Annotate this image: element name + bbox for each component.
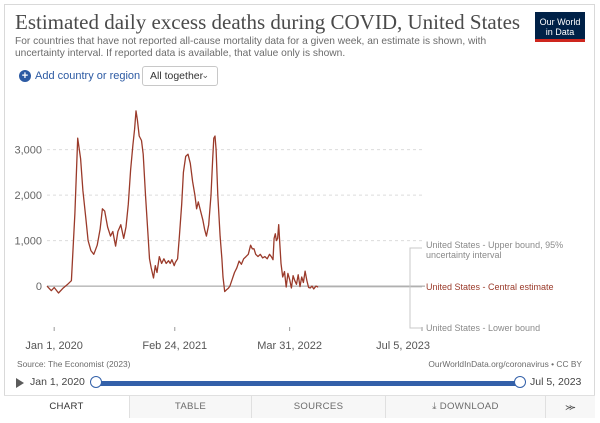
timeline-start-handle[interactable] [90,376,102,388]
x-axis-ticks: Jan 1, 2020 Feb 24, 2021 Mar 31, 2022 Jul 5… [25,327,430,352]
tab-chart[interactable]: CHART [4,396,130,418]
license-note[interactable]: OurWorldInData.org/coronavirus • CC BY [428,359,582,369]
series-group [46,110,319,294]
tab-bar: CHART TABLE SOURCES ⤓ DOWNLOAD ⪼ [4,395,595,418]
legend-upper-bound-line: uncertainty interval [426,250,502,260]
legend-upper-bound-line: United States - Upper bound, 95% [426,240,563,250]
tab-download[interactable]: ⤓ DOWNLOAD [386,396,546,418]
add-country-label: Add country or region [35,70,141,82]
x-tick-label: Jul 5, 2023 [376,340,430,352]
facet-select[interactable]: All together ⌄ [142,66,218,86]
source-note[interactable]: Source: The Economist (2023) [17,359,131,369]
chevron-down-icon: ⌄ [201,70,209,80]
page-subtitle: For countries that have not reported all… [15,36,487,59]
line-chart: 3,000 2,000 1,000 0 Jan 1, 2020 Feb 24, 2021… [14,110,563,352]
facet-select-value: All together [150,70,204,82]
share-icon: ⪼ [565,401,576,413]
series-line-central-estimate [46,110,319,294]
add-country-button[interactable]: + Add country or region [19,70,140,82]
logo-line-1: Our World [539,17,581,27]
timeline-track[interactable] [95,381,519,386]
y-axis-ticks: 3,000 2,000 1,000 0 [14,145,42,294]
x-tick-label: Jan 1, 2020 [25,340,83,352]
timeline: Jan 1, 2020 Jul 5, 2023 [0,372,600,392]
legend-lower-bound-line: United States - Lower bound [426,323,540,333]
timeline-end-handle[interactable] [514,376,526,388]
plus-icon: + [19,70,31,82]
timeline-end-label[interactable]: Jul 5, 2023 [530,376,582,388]
owid-logo[interactable]: Our World in Data [535,12,585,42]
y-tick-label: 3,000 [14,145,42,157]
legend-central-estimate-line: United States - Central estimate [426,282,554,292]
legend-connector-lower [318,286,422,329]
download-icon: ⤓ [432,401,437,412]
share-button[interactable]: ⪼ [546,396,595,418]
y-tick-label: 1,000 [14,236,42,248]
y-tick-label: 0 [36,281,42,293]
legend: United States - Upper bound, 95% uncertai… [318,240,563,333]
legend-central-estimate: United States - Central estimate [426,282,554,292]
page-title: Estimated daily excess deaths during COV… [15,10,521,34]
x-tick-label: Mar 31, 2022 [257,340,322,352]
grid-lines [47,149,425,287]
x-tick-label: Feb 24, 2021 [142,340,207,352]
legend-upper-bound: United States - Upper bound, 95% uncertai… [426,240,563,260]
tab-sources[interactable]: SOURCES [252,396,386,418]
logo-line-2: in Data [545,27,575,37]
legend-lower-bound: United States - Lower bound [426,323,540,333]
tab-table[interactable]: TABLE [130,396,252,418]
timeline-start-label[interactable]: Jan 1, 2020 [30,376,85,388]
legend-connector-upper [318,247,422,288]
tab-download-label: DOWNLOAD [439,401,499,412]
play-icon[interactable] [16,378,24,388]
y-tick-label: 2,000 [14,190,42,202]
